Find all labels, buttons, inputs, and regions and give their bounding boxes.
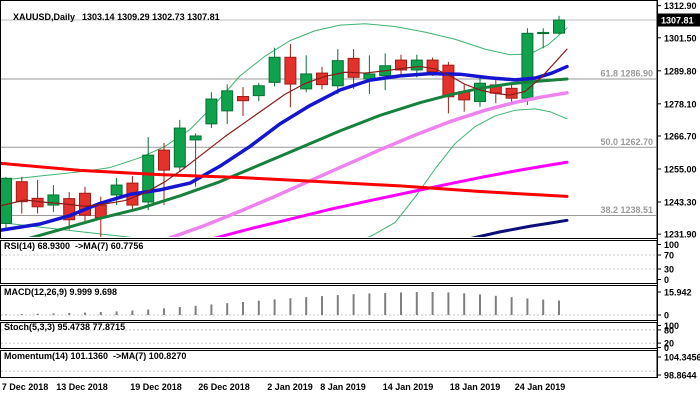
stoch-panel-border [0, 322, 658, 349]
candle-body [426, 59, 439, 73]
rsi-indicator-label: RSI(14) 68.9300 ->MA(7) 60.7756 [4, 241, 144, 251]
candle-body [395, 59, 407, 71]
ma-fast-brown [1, 48, 568, 207]
stoch-axis-label: 80 [664, 325, 674, 335]
macd-indicator-label: MACD(12,26,9) 9.999 9.698 [4, 287, 118, 297]
ma-red [1, 161, 569, 198]
rsi-axis-label: 100 [664, 240, 679, 250]
candle-body [63, 198, 76, 221]
fib-level-label: 61.8 1286.90 [600, 69, 653, 79]
candle-body [410, 59, 423, 71]
time-axis[interactable]: 7 Dec 2018 13 Dec 2018 19 Dec 2018 26 Dec 2… [2, 382, 566, 392]
macd-axis-label: 15.942 [664, 288, 692, 298]
price-tick-label: 1289.80 [664, 66, 697, 76]
ma-magenta [213, 160, 569, 237]
band-upper [1, 23, 568, 181]
fib-level-label: 50.0 1262.70 [600, 137, 653, 147]
date-label: 2 Jan 2019 [267, 382, 313, 392]
chart-title: XAUUSD,Daily 1303.14 1309.29 1302.73 1307… [3, 1, 227, 34]
rsi-axis-label: 0 [664, 275, 669, 285]
candle-body [221, 90, 234, 112]
macd-axis-label: 0 [664, 311, 669, 321]
ohlc-values: 1303.14 1309.29 1302.73 1307.81 [82, 12, 220, 22]
date-label: 8 Jan 2019 [320, 382, 366, 392]
stoch-axis-label: 0 [664, 343, 669, 353]
rsi-axis-label: 30 [664, 265, 674, 275]
stoch-axis-label: 20 [664, 339, 674, 349]
ma-violet [167, 91, 569, 237]
candle-body [15, 181, 28, 203]
price-tick-label: 1266.70 [664, 131, 697, 141]
date-label: 18 Jan 2019 [450, 382, 501, 392]
candle-body [31, 197, 44, 208]
candle-body [189, 135, 202, 141]
date-label: 26 Dec 2018 [198, 382, 250, 392]
price-tick-label: 1255.00 [664, 164, 697, 174]
symbol-period-label: XAUUSD,Daily [13, 12, 76, 22]
ma-blue [1, 64, 569, 232]
momentum-indicator-label: Momentum(14) 101.1360 ->MA(7) 100.8270 [4, 351, 187, 361]
momentum-axis-label: 98.8644 [664, 371, 697, 381]
candle-body [79, 192, 91, 216]
candlestick-layer [1, 15, 565, 237]
candle-body [142, 154, 155, 203]
candle-body [442, 64, 455, 98]
candle-body [1, 177, 12, 224]
current-price-box [658, 13, 700, 27]
price-tick-label: 1301.50 [664, 33, 697, 43]
date-label: 24 Jan 2019 [515, 382, 566, 392]
candle-body [94, 204, 107, 219]
price-tick-label: 1243.30 [664, 197, 697, 207]
candle-body [237, 95, 249, 102]
candle-body [347, 57, 360, 78]
price-tick-label: 1312.90 [664, 1, 697, 11]
date-label: 13 Dec 2018 [56, 382, 108, 392]
candle-body [47, 194, 60, 206]
ma-green [28, 77, 569, 237]
date-label: 7 Dec 2018 [2, 382, 49, 392]
candle-body [537, 31, 550, 35]
current-price-label: 1307.81 [661, 16, 694, 26]
momentum-panel-border [0, 350, 658, 378]
candle-body [252, 85, 265, 97]
rsi-axis-label: 70 [664, 251, 674, 261]
date-label: 19 Dec 2018 [130, 382, 182, 392]
candle-body [553, 19, 565, 34]
rsi-panel-border [0, 240, 658, 284]
price-tick-label: 1231.90 [664, 230, 697, 240]
stoch-axis-label: 100 [664, 321, 679, 331]
candle-body [173, 127, 186, 168]
candle-body [158, 149, 170, 171]
stoch-indicator-label: Stoch(5,3,3) 95.4738 77.8715 [4, 322, 126, 332]
candle-body [268, 56, 281, 83]
candle-body [521, 32, 534, 99]
candle-body [284, 56, 297, 85]
macd-histogram [5, 292, 560, 315]
candle-body [110, 184, 123, 196]
candle-body [205, 98, 218, 125]
ma-navy [470, 218, 569, 237]
price-tick-label: 1278.10 [664, 99, 697, 109]
candle-body [474, 82, 486, 103]
momentum-axis-label: 104.3456 [664, 353, 700, 363]
date-label: 14 Jan 2019 [383, 382, 434, 392]
fib-level-label: 38.2 1238.51 [600, 205, 653, 215]
band-lower [1, 108, 568, 237]
